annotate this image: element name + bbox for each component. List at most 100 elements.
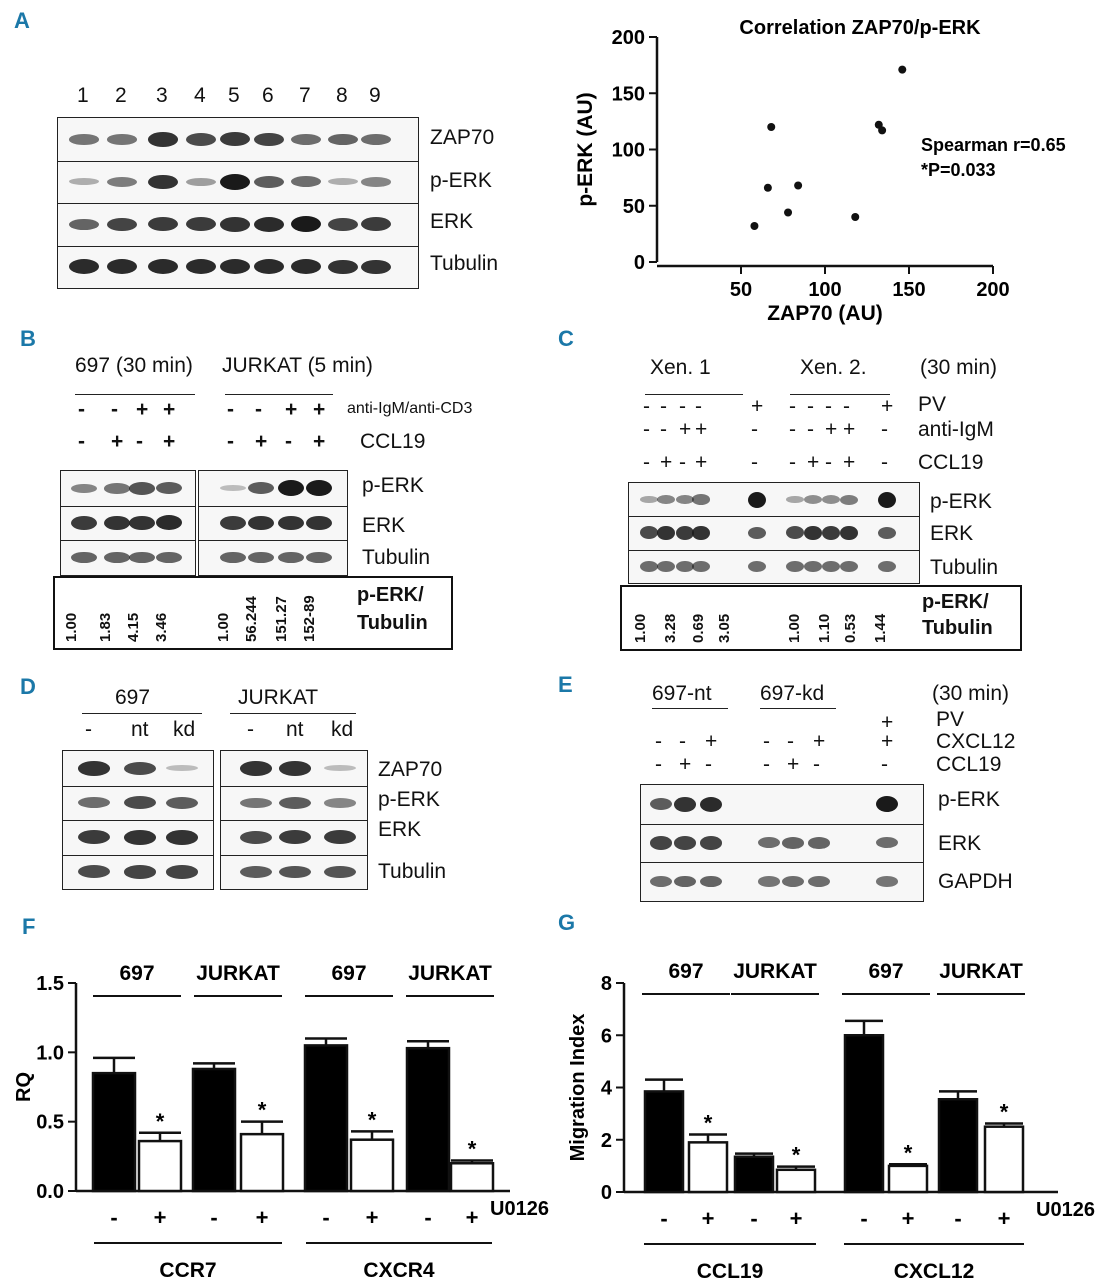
- sign: -: [643, 451, 650, 474]
- sign: +: [313, 398, 326, 421]
- western-blot-b-jurkat: [198, 470, 348, 576]
- blot-strip: [58, 118, 418, 162]
- blot-strip: [641, 824, 923, 864]
- sign: -: [881, 418, 888, 441]
- blot-band: [808, 837, 830, 849]
- treatment-sign: +: [790, 1206, 803, 1231]
- treatment-sign: -: [860, 1206, 867, 1231]
- treatment-label-u0126: U0126: [490, 1198, 549, 1220]
- blot-band: [650, 798, 672, 811]
- blot-band: [876, 876, 898, 887]
- sign: +: [843, 451, 856, 474]
- treatment-label-antiigm-anticd3: anti-IgM/anti-CD3: [347, 400, 473, 417]
- sign: +: [881, 395, 894, 418]
- blot-row-label: ZAP70: [430, 126, 495, 149]
- sign: +: [111, 430, 124, 453]
- blot-band: [674, 875, 696, 888]
- western-blot-a: [57, 117, 419, 289]
- blot-band: [278, 551, 304, 564]
- blot-row-label: Tubulin: [930, 556, 999, 579]
- blot-band: [220, 173, 250, 190]
- bar: [137, 1139, 183, 1193]
- blot-strip: [58, 161, 418, 204]
- significance-star: *: [258, 1098, 267, 1123]
- bar: [983, 1125, 1025, 1194]
- ratio-value: 1.00: [215, 612, 232, 642]
- significance-star: *: [904, 1140, 913, 1165]
- group-label: 697: [868, 960, 903, 983]
- blot-band: [71, 551, 97, 564]
- blot-band: [786, 560, 804, 572]
- blot-band: [291, 176, 321, 188]
- blot-band: [186, 177, 216, 186]
- blot-band: [758, 876, 780, 887]
- bottom-group-label: CCR7: [159, 1259, 216, 1280]
- lane-label: kd: [173, 718, 196, 741]
- lane-number: 4: [194, 84, 206, 107]
- bar: [887, 1164, 929, 1194]
- blot-band: [674, 797, 696, 812]
- blot-row-label: Tubulin: [378, 860, 447, 883]
- scatter-point: [767, 123, 776, 131]
- blot-band: [220, 485, 246, 492]
- ratio-value: 4.15: [125, 612, 142, 642]
- lane-label: -: [247, 718, 254, 741]
- y-tick-label: 100: [612, 140, 645, 162]
- blot-strip: [221, 786, 367, 821]
- scatter-plot-zap70-perk: Correlation ZAP70/p-ERK 0 50 100 150 200 50 100…: [574, 17, 1066, 325]
- blot-band: [676, 525, 694, 540]
- ratio-value: 3.28: [662, 613, 679, 643]
- blot-row-label: p-ERK: [930, 490, 992, 513]
- bottom-group-label: CCL19: [697, 1260, 764, 1280]
- ratio-value: 0.69: [690, 613, 707, 643]
- sign: -: [227, 430, 234, 453]
- treatment-sign: -: [750, 1206, 757, 1231]
- ratio-table-b: 1.00 1.83 4.15 3.46 1.00 56.244 151.27 152-89 p-…: [53, 576, 453, 650]
- blot-band: [804, 525, 822, 541]
- header-xen2: Xen. 2.: [800, 356, 867, 379]
- sign: -: [679, 451, 686, 474]
- blot-band: [291, 133, 321, 145]
- ratio-value: 0.53: [842, 613, 859, 643]
- sign: -: [136, 430, 143, 453]
- blot-band: [700, 875, 722, 888]
- bar-chart-f-rq: 0.0 0.5 1.0 1.5 RQ - * + - * + - * + - * +697 JURKAT 697 JU…: [13, 962, 549, 1280]
- scatter-point: [851, 213, 860, 221]
- blot-band: [156, 515, 182, 531]
- bar: [643, 1090, 685, 1194]
- ratio-value: 1.10: [816, 613, 833, 643]
- sign: -: [881, 451, 888, 474]
- blot-band: [306, 480, 332, 497]
- sign: +: [695, 451, 708, 474]
- header-697-nt: 697-nt: [652, 682, 712, 705]
- y-tick-label: 6: [601, 1025, 612, 1047]
- blot-band: [748, 560, 766, 572]
- sign: +: [843, 418, 856, 441]
- sign: +: [163, 430, 176, 453]
- sign: -: [825, 395, 832, 418]
- bar: [91, 1071, 137, 1193]
- blot-band: [700, 836, 722, 850]
- y-tick-label: 0.5: [36, 1112, 64, 1134]
- blot-band: [822, 525, 840, 540]
- blot-band: [324, 765, 356, 772]
- x-tick-label: 50: [730, 279, 752, 301]
- blot-band: [240, 865, 272, 878]
- ratio-label-perk: p-ERK/: [357, 584, 424, 606]
- blot-band: [71, 515, 97, 530]
- treatment-sign: +: [702, 1206, 715, 1231]
- header-time-c: (30 min): [920, 356, 998, 379]
- blot-band: [692, 560, 710, 572]
- ratio-value: 1.00: [786, 613, 803, 643]
- blot-band: [328, 217, 358, 231]
- blot-band: [758, 837, 780, 849]
- blot-band: [254, 216, 284, 232]
- lane-label: -: [85, 718, 92, 741]
- header-underline: [82, 713, 202, 714]
- sign: -: [705, 753, 712, 776]
- ratio-value: 1.00: [632, 613, 649, 643]
- blot-row-label: GAPDH: [938, 870, 1013, 893]
- ratio-value: 1.44: [872, 613, 889, 643]
- blot-band: [361, 133, 391, 145]
- sign: +: [255, 430, 268, 453]
